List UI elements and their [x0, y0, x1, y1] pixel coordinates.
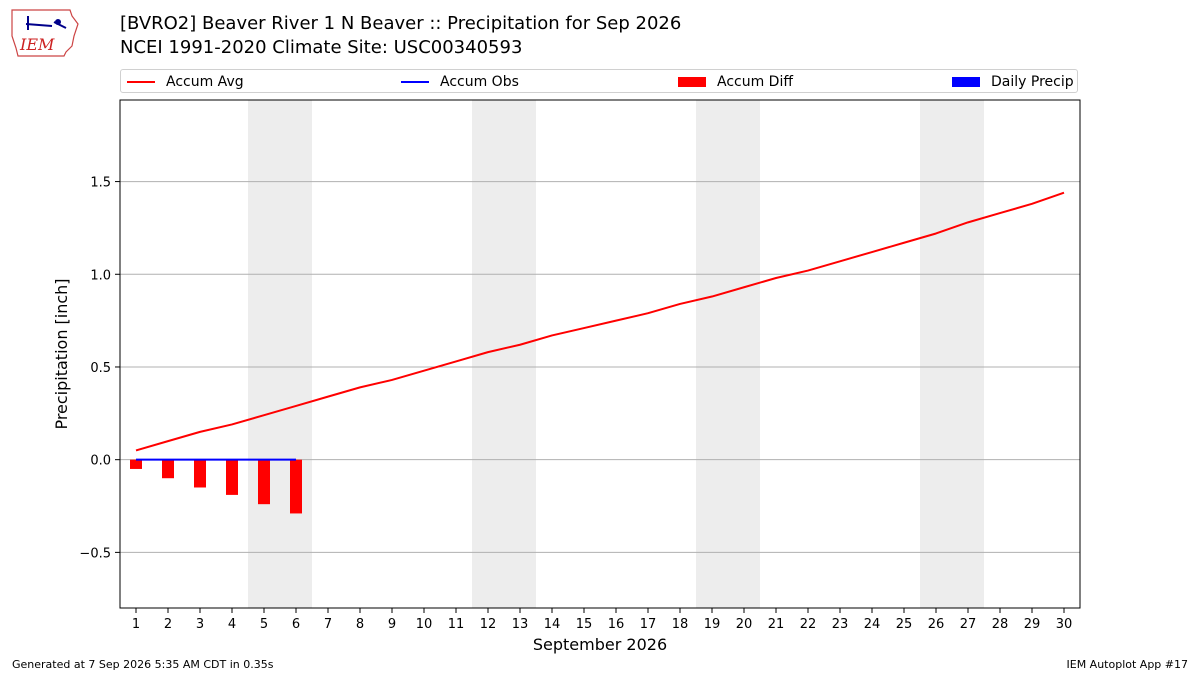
legend-swatch-accum-avg [127, 81, 155, 83]
x-tick-label: 4 [228, 617, 236, 632]
series-lines [135, 191, 1065, 461]
x-tick-label: 5 [260, 617, 268, 632]
x-tick-label: 30 [1056, 617, 1073, 632]
legend-item-accum-diff: Accum Diff [678, 73, 793, 91]
y-axis-label: Precipitation [inch] [52, 278, 71, 429]
logo-text: IEM [19, 35, 55, 54]
legend-label-accum-obs: Accum Obs [440, 74, 519, 90]
x-tick-label: 16 [608, 617, 625, 632]
weekend-band [920, 100, 984, 608]
accum-diff-bar [194, 459, 206, 488]
x-tick-label: 27 [960, 617, 977, 632]
x-tick-label: 29 [1024, 617, 1041, 632]
y-tick-label: 0.5 [90, 361, 111, 376]
legend-item-accum-obs: Accum Obs [401, 73, 519, 91]
x-tick-label: 26 [928, 617, 945, 632]
accum-diff-bar [162, 459, 174, 479]
accum-diff-bar [226, 459, 238, 495]
x-tick-label: 14 [544, 617, 561, 632]
x-tick-label: 13 [512, 617, 529, 632]
x-tick-label: 3 [196, 617, 204, 632]
y-tick-label: 0.0 [90, 454, 111, 469]
legend-swatch-accum-diff [678, 77, 706, 87]
accum-diff-bar [290, 459, 302, 514]
accum-diff-bar [130, 459, 142, 469]
iem-logo: IEM [11, 9, 79, 57]
plot-frame [119, 99, 1081, 609]
legend-label-accum-diff: Accum Diff [717, 74, 794, 90]
x-tick-label: 22 [800, 617, 817, 632]
x-tick-label: 21 [768, 617, 785, 632]
y-tick-label: 1.0 [90, 268, 111, 283]
y-axis-ticks: −0.5 0.0 0.5 1.0 1.5 [79, 176, 120, 561]
x-tick-label: 7 [324, 617, 332, 632]
legend-swatch-daily-precip [952, 77, 980, 87]
x-tick-label: 23 [832, 617, 849, 632]
chart-legend: Accum Avg Accum Obs Accum Diff Daily Pre… [120, 69, 1078, 93]
weekend-band [248, 100, 312, 608]
x-tick-label: 1 [132, 617, 140, 632]
x-tick-label: 17 [640, 617, 657, 632]
chart-title: [BVRO2] Beaver River 1 N Beaver :: Preci… [120, 12, 681, 60]
footer-generated: Generated at 7 Sep 2026 5:35 AM CDT in 0… [12, 658, 274, 671]
legend-label-accum-avg: Accum Avg [166, 74, 244, 90]
x-axis-label: September 2026 [533, 635, 667, 654]
x-tick-label: 11 [448, 617, 465, 632]
x-tick-label: 15 [576, 617, 593, 632]
x-tick-label: 10 [416, 617, 433, 632]
accum-diff-bars [130, 459, 302, 514]
legend-item-accum-avg: Accum Avg [127, 73, 244, 91]
y-tick-label: −0.5 [79, 546, 111, 561]
x-tick-label: 8 [356, 617, 364, 632]
weekend-shading [248, 100, 984, 608]
legend-item-daily-precip: Daily Precip [952, 73, 1074, 91]
x-tick-label: 19 [704, 617, 721, 632]
x-tick-label: 28 [992, 617, 1009, 632]
x-tick-label: 6 [292, 617, 300, 632]
footer-app: IEM Autoplot App #17 [1066, 658, 1189, 671]
legend-label-daily-precip: Daily Precip [991, 74, 1074, 90]
x-tick-label: 12 [480, 617, 497, 632]
x-tick-label: 18 [672, 617, 689, 632]
chart-title-line-2: NCEI 1991-2020 Climate Site: USC00340593 [120, 37, 523, 58]
x-tick-label: 25 [896, 617, 913, 632]
accum-diff-bar [258, 459, 270, 505]
weekend-band [696, 100, 760, 608]
x-tick-label: 20 [736, 617, 753, 632]
x-tick-label: 2 [164, 617, 172, 632]
x-tick-label: 9 [388, 617, 396, 632]
accum-avg-line [135, 191, 1065, 452]
x-tick-label: 24 [864, 617, 881, 632]
chart-title-line-1: [BVRO2] Beaver River 1 N Beaver :: Preci… [120, 13, 682, 34]
x-axis-ticks: 1 2 3 4 5 6 7 8 9 10 11 12 13 14 15 16 17 18 19 20 21 22 23 24 2… [132, 608, 1072, 632]
y-tick-label: 1.5 [90, 176, 111, 191]
legend-swatch-accum-obs [401, 81, 429, 83]
